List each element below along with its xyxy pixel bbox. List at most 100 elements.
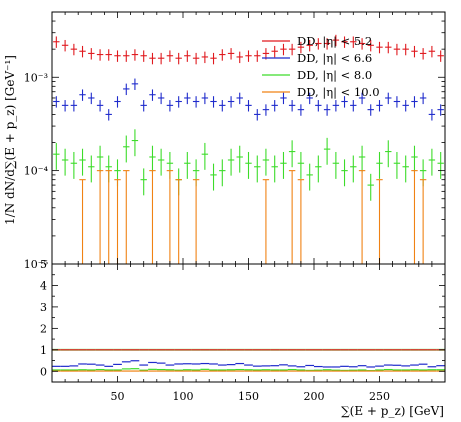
data-point [367, 104, 374, 116]
ratio-tick-label: 5 [40, 258, 47, 271]
data-point [114, 96, 121, 108]
data-point [358, 92, 366, 105]
data-point [428, 148, 436, 176]
x-tick-label: 200 [304, 390, 325, 403]
data-point [393, 151, 401, 179]
data-point [402, 100, 409, 112]
data-point [419, 179, 427, 264]
data-point [419, 48, 427, 60]
data-point [402, 43, 409, 56]
data-point [297, 151, 305, 179]
data-point [96, 49, 104, 61]
data-point [79, 179, 86, 264]
data-point [393, 43, 401, 56]
x-tick-label: 50 [111, 390, 125, 403]
data-point [385, 92, 392, 105]
data-point [323, 137, 331, 165]
data-point [254, 155, 261, 183]
data-point [245, 50, 252, 62]
data-point [53, 96, 60, 108]
ratio-tick-label: 1 [40, 344, 47, 357]
data-point [131, 129, 139, 157]
data-point [262, 148, 270, 176]
ratio-plot-marks [51, 348, 446, 372]
data-point [79, 89, 86, 101]
data-point [306, 39, 313, 52]
data-point [166, 50, 174, 62]
data-point [219, 49, 226, 61]
data-point [123, 50, 130, 62]
data-point [376, 151, 383, 179]
data-point [306, 92, 313, 105]
data-point [288, 170, 296, 264]
y-axis-label: 1/N dN/d∑(E + p_z) [GeV⁻¹] [3, 55, 17, 225]
data-point [288, 100, 296, 112]
data-point [288, 140, 296, 168]
data-point [262, 104, 270, 116]
data-point [105, 109, 112, 121]
data-point [411, 96, 418, 108]
data-point [341, 96, 348, 108]
data-point [61, 148, 69, 176]
data-point [96, 100, 104, 112]
data-point [245, 100, 252, 112]
data-point [271, 45, 278, 58]
x-tick-label: 250 [369, 390, 390, 403]
data-point [184, 92, 191, 105]
data-point [210, 52, 217, 65]
data-point [227, 148, 235, 176]
data-point [332, 151, 340, 179]
data-point [131, 49, 139, 61]
data-point [79, 45, 86, 58]
data-point [306, 163, 313, 191]
data-point [210, 96, 217, 108]
data-point [157, 52, 165, 65]
data-point [114, 50, 121, 62]
data-point [227, 48, 235, 60]
legend-label: DD, |η| < 10.0 [297, 85, 380, 100]
data-point [271, 100, 278, 112]
x-tick-label: 100 [173, 390, 194, 403]
data-point [123, 170, 130, 264]
data-point [210, 163, 217, 191]
data-point [332, 34, 340, 47]
data-point [254, 50, 261, 62]
data-point [140, 168, 147, 196]
data-point [411, 170, 418, 264]
data-point [175, 52, 182, 65]
data-point [315, 155, 322, 183]
data-point [262, 179, 270, 264]
x-tick-label: 150 [238, 390, 259, 403]
ratio-tick-label: 2 [40, 322, 47, 335]
data-point [323, 38, 331, 50]
data-point [297, 104, 305, 116]
data-point [411, 145, 418, 173]
data-point [192, 179, 200, 264]
data-point [149, 89, 156, 101]
data-point [175, 179, 182, 264]
data-point [61, 39, 69, 52]
data-point [123, 135, 130, 163]
data-point [96, 170, 104, 264]
data-point [323, 104, 331, 116]
data-point [254, 109, 261, 121]
data-point [428, 109, 436, 121]
data-point [428, 45, 436, 58]
data-point [219, 100, 226, 112]
data-point [411, 45, 418, 58]
data-point [140, 50, 147, 62]
data-point [358, 170, 366, 264]
ratio-tick-label: 4 [40, 279, 47, 292]
data-point [61, 100, 69, 112]
data-point [393, 96, 401, 108]
y-axis-ticks-ratio: 0 1 2 3 4 5 [40, 258, 445, 383]
data-point [437, 151, 444, 179]
data-point [219, 159, 226, 187]
legend-label: DD, |η| < 6.6 [297, 51, 372, 66]
data-point [140, 100, 147, 112]
data-point [236, 51, 243, 64]
data-point [376, 41, 383, 54]
data-point [437, 104, 444, 116]
data-point [358, 38, 366, 50]
